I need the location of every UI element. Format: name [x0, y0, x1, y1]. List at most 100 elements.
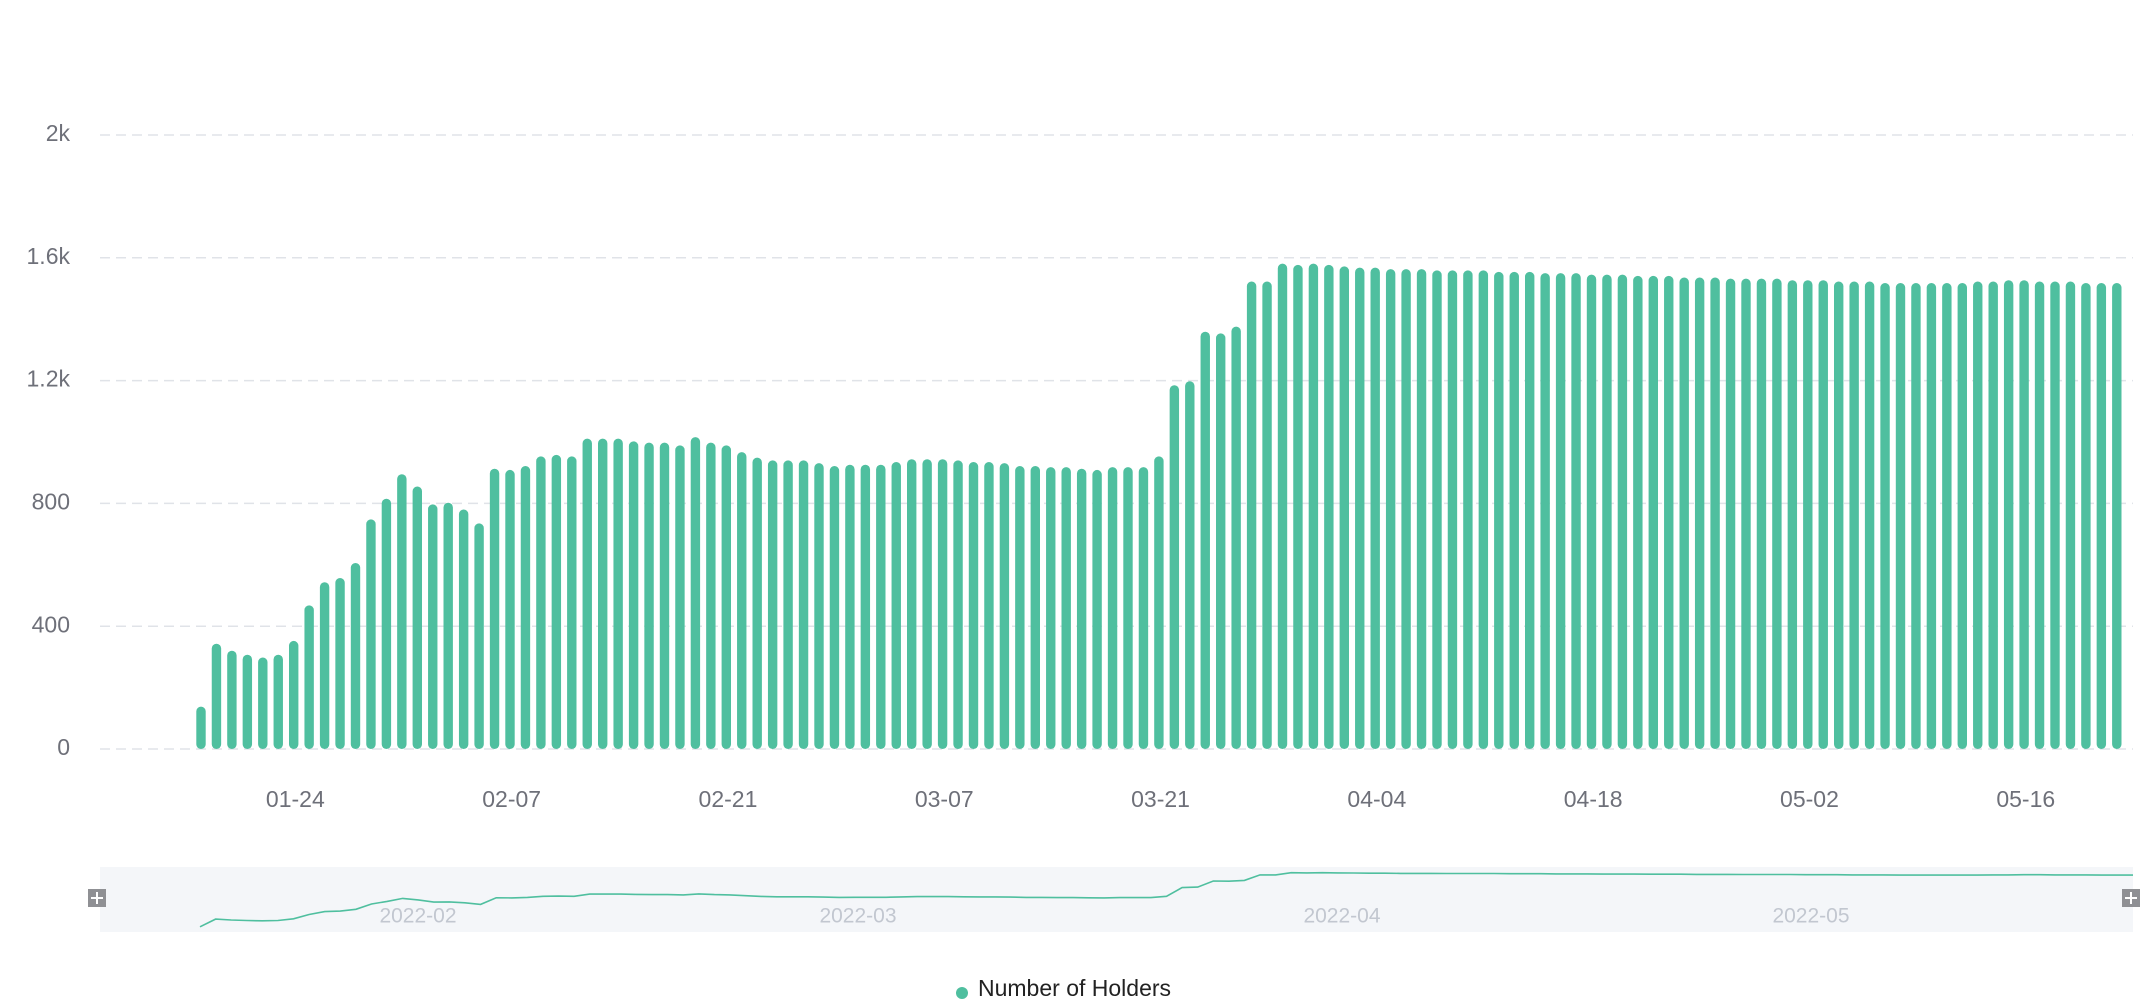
bar	[937, 459, 948, 749]
bar	[2003, 280, 2014, 749]
x-tick-label: 03-21	[1131, 786, 1190, 812]
y-tick-label: 0	[57, 734, 70, 760]
bar	[582, 438, 592, 749]
bar	[1246, 281, 1257, 749]
bar	[428, 504, 438, 749]
bar	[1308, 263, 1319, 749]
bar	[567, 456, 577, 749]
bar	[1416, 269, 1427, 749]
bar	[289, 640, 299, 749]
bar	[644, 442, 654, 749]
bar	[1169, 385, 1180, 749]
bar	[1973, 281, 1983, 749]
bar	[1046, 467, 1056, 749]
bar	[1432, 270, 1442, 749]
x-tick-label: 02-21	[699, 786, 758, 812]
slider-handle-right[interactable]	[2122, 889, 2140, 907]
bar	[1586, 274, 1597, 749]
x-tick-label: 01-24	[266, 786, 325, 812]
bar	[1061, 467, 1071, 749]
bar	[536, 456, 546, 749]
bar	[1262, 281, 1272, 749]
legend-label[interactable]: Number of Holders	[978, 975, 1171, 1000]
bar	[196, 706, 206, 749]
bar	[891, 461, 901, 749]
bar	[1725, 278, 1736, 749]
bar	[1756, 278, 1767, 749]
bar	[1293, 264, 1303, 749]
x-tick-label: 04-04	[1347, 786, 1406, 812]
slider-handle-left[interactable]	[88, 889, 106, 907]
y-tick-label: 1.2k	[27, 366, 71, 392]
bar	[984, 461, 994, 749]
bar	[211, 643, 222, 749]
bar	[1926, 282, 1937, 749]
bar	[1478, 270, 1489, 749]
bar	[2065, 281, 2076, 749]
bar	[953, 460, 963, 749]
bar	[1895, 282, 1906, 749]
bar	[1494, 271, 1504, 749]
bar	[2112, 282, 2122, 749]
slider-label: 2022-04	[1303, 905, 1380, 928]
bar	[1818, 280, 1828, 749]
bar	[1076, 468, 1087, 749]
bar	[1694, 277, 1705, 749]
bar	[1015, 465, 1025, 749]
bar	[659, 442, 670, 749]
slider-label: 2022-03	[819, 905, 896, 928]
slider-label: 2022-02	[379, 905, 456, 928]
bar	[1664, 275, 1674, 749]
bar	[1571, 273, 1581, 749]
bar	[999, 463, 1010, 749]
bar	[1633, 275, 1643, 749]
x-tick-label: 02-07	[482, 786, 541, 812]
bar	[690, 437, 701, 749]
y-tick-label: 1.6k	[27, 243, 71, 269]
bar	[1107, 467, 1118, 749]
bar	[1540, 273, 1550, 749]
bar	[1787, 280, 1798, 749]
bar	[767, 460, 778, 749]
bar	[1463, 270, 1473, 749]
bar	[1525, 271, 1535, 749]
bar	[1355, 267, 1365, 749]
slider-line	[199, 871, 2133, 928]
slider-label: 2022-05	[1772, 905, 1849, 928]
bar	[1880, 282, 1890, 749]
bar	[381, 498, 392, 749]
bar	[458, 509, 469, 749]
bar	[598, 438, 608, 749]
bar	[1803, 280, 1813, 749]
bar	[860, 464, 871, 749]
bar	[737, 452, 747, 749]
y-tick-label: 800	[32, 488, 70, 514]
bar	[783, 460, 793, 749]
bar	[876, 464, 886, 749]
bar	[814, 463, 824, 749]
legend-marker[interactable]	[956, 987, 968, 999]
slider-background	[100, 867, 2133, 932]
bar	[1339, 266, 1349, 749]
bar	[1092, 469, 1102, 749]
bar	[2034, 281, 2045, 749]
bar	[1617, 274, 1628, 749]
bar	[1154, 456, 1164, 749]
bar	[304, 605, 314, 749]
bar	[273, 654, 283, 749]
bar	[1555, 273, 1566, 749]
bar	[443, 502, 453, 749]
bar	[1772, 278, 1782, 749]
bar	[1648, 275, 1658, 749]
x-tick-label: 03-07	[915, 786, 974, 812]
bar	[350, 562, 361, 749]
bar	[489, 468, 500, 749]
bar	[319, 582, 330, 749]
x-tick-label: 05-16	[1996, 786, 2055, 812]
y-tick-label: 2k	[46, 120, 71, 146]
bar	[1864, 281, 1875, 749]
bar	[613, 438, 623, 749]
bar	[752, 457, 762, 749]
bar	[1447, 270, 1458, 749]
